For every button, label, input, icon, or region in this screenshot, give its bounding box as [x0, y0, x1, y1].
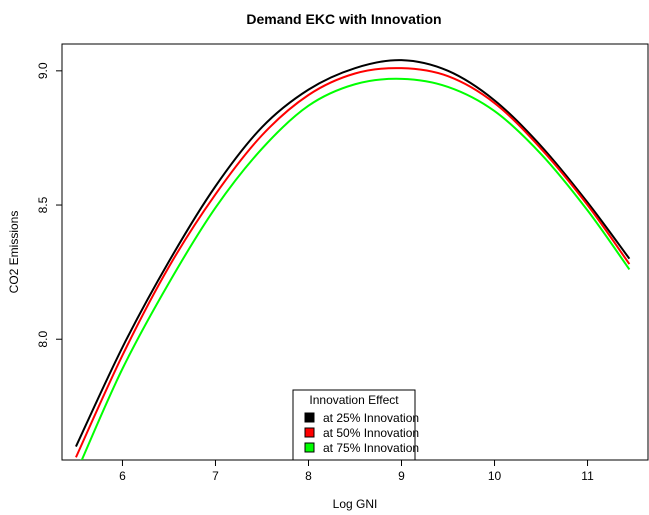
y-tick-label: 9.0	[36, 62, 50, 79]
chart-title: Demand EKC with Innovation	[246, 11, 441, 27]
y-tick-label: 8.0	[36, 331, 50, 348]
y-tick-label: 8.5	[36, 196, 50, 213]
series-line-2	[75, 67, 631, 458]
series-line-3	[80, 77, 631, 460]
x-axis: 6 7 8 9 10 11	[119, 459, 594, 483]
x-tick-label: 7	[212, 469, 219, 483]
y-axis-label: CO2 Emissions	[7, 211, 21, 294]
series-lines	[75, 59, 631, 460]
x-axis-label: Log GNI	[333, 497, 378, 511]
legend-swatch-3	[304, 442, 315, 453]
x-tick-label: 6	[119, 469, 126, 483]
legend-label-3: at 75% Innovation	[323, 441, 419, 455]
x-tick-label: 8	[305, 469, 312, 483]
y-axis: 8.0 8.5 9.0	[36, 62, 63, 348]
legend-title: Innovation Effect	[309, 393, 399, 407]
x-tick-label: 10	[488, 469, 502, 483]
legend-label-2: at 50% Innovation	[323, 426, 419, 440]
legend-swatch-1	[304, 412, 315, 423]
series-line-1	[75, 59, 631, 448]
legend-swatch-2	[304, 427, 315, 438]
x-tick-label: 11	[581, 469, 594, 483]
legend-label-1: at 25% Innovation	[323, 411, 419, 425]
x-tick-label: 9	[398, 469, 405, 483]
